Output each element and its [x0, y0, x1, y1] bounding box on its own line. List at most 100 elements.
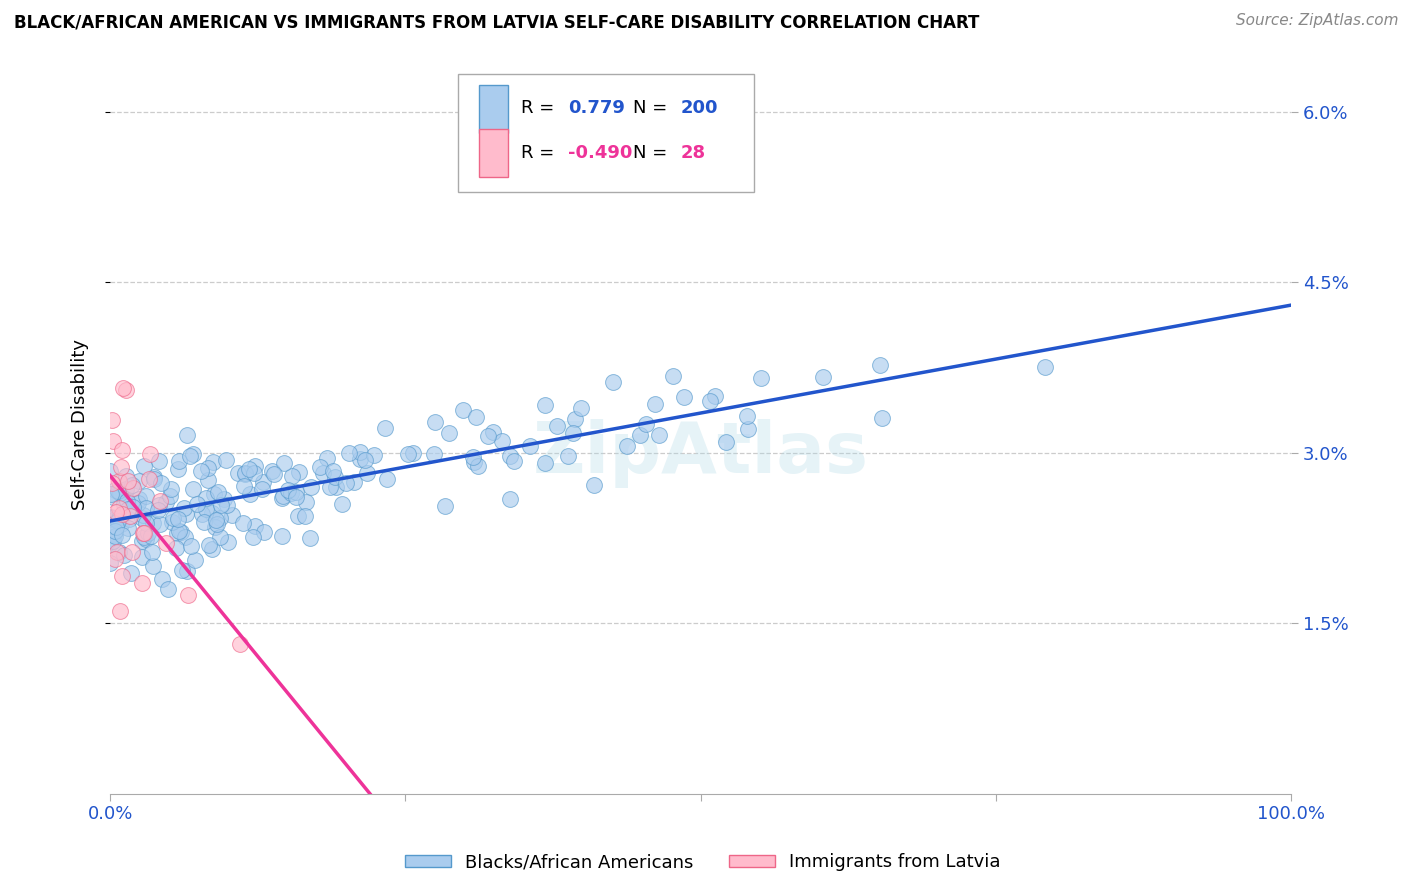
Point	[201, 541, 224, 556]
Point	[288, 465, 311, 479]
Point	[402, 446, 425, 460]
Point	[463, 455, 485, 469]
Point	[271, 491, 294, 505]
Text: N =: N =	[633, 144, 668, 161]
Point	[103, 527, 125, 541]
Point	[186, 497, 208, 511]
Point	[502, 453, 524, 467]
Point	[616, 439, 638, 453]
Point	[499, 449, 522, 463]
Point	[112, 497, 135, 511]
Point	[173, 500, 195, 515]
Point	[299, 480, 322, 494]
Point	[215, 498, 238, 512]
Point	[120, 566, 142, 581]
Point	[166, 526, 188, 541]
Point	[242, 530, 264, 544]
Point	[167, 462, 190, 476]
Point	[217, 534, 239, 549]
Point	[212, 492, 235, 507]
Text: N =: N =	[633, 99, 668, 118]
Point	[714, 435, 737, 450]
Point	[110, 516, 132, 531]
Text: R =: R =	[522, 99, 554, 118]
Point	[238, 462, 260, 476]
Point	[98, 556, 121, 570]
Point	[104, 552, 127, 566]
Point	[811, 369, 834, 384]
Point	[245, 459, 267, 474]
Point	[569, 401, 592, 415]
Point	[193, 516, 215, 530]
Point	[104, 505, 127, 519]
Point	[174, 507, 197, 521]
Point	[131, 511, 153, 525]
Point	[131, 550, 153, 565]
Point	[295, 495, 318, 509]
Point	[330, 497, 353, 511]
Point	[121, 545, 143, 559]
Point	[1033, 360, 1056, 375]
Point	[207, 485, 229, 500]
Point	[104, 524, 127, 538]
Point	[142, 470, 165, 484]
Point	[363, 448, 385, 462]
Point	[201, 506, 224, 520]
Point	[673, 390, 696, 404]
Point	[205, 513, 228, 527]
FancyBboxPatch shape	[458, 74, 754, 192]
Point	[242, 466, 264, 480]
Point	[253, 524, 276, 539]
Point	[190, 464, 212, 478]
Point	[519, 439, 541, 453]
Point	[112, 548, 135, 562]
Point	[315, 451, 337, 466]
Point	[201, 455, 224, 469]
Point	[155, 495, 177, 509]
Legend: Blacks/African Americans, Immigrants from Latvia: Blacks/African Americans, Immigrants fro…	[398, 847, 1008, 879]
Point	[167, 454, 190, 468]
Point	[134, 530, 156, 544]
Point	[132, 526, 155, 541]
Point	[150, 572, 173, 586]
Point	[135, 489, 157, 503]
Point	[98, 464, 121, 478]
Point	[252, 482, 274, 496]
Point	[477, 429, 499, 443]
Point	[115, 468, 138, 483]
Point	[869, 359, 891, 373]
Text: R =: R =	[522, 144, 554, 161]
Text: 0.779: 0.779	[568, 99, 626, 118]
Point	[162, 511, 184, 525]
Point	[491, 434, 513, 449]
Point	[228, 637, 250, 651]
Point	[139, 447, 162, 461]
Point	[453, 403, 475, 417]
Point	[582, 478, 605, 492]
Point	[221, 508, 243, 523]
Point	[195, 491, 218, 505]
Point	[108, 605, 131, 619]
Point	[337, 446, 360, 460]
Point	[127, 496, 149, 510]
Point	[564, 412, 586, 426]
Point	[177, 589, 200, 603]
Point	[107, 514, 129, 528]
Text: -0.490: -0.490	[568, 144, 633, 161]
Point	[148, 499, 170, 513]
Point	[749, 371, 772, 385]
Point	[108, 485, 131, 500]
Point	[101, 490, 124, 504]
Point	[104, 512, 127, 526]
Point	[197, 473, 219, 487]
Point	[533, 398, 555, 412]
Point	[149, 516, 172, 531]
Point	[648, 427, 671, 442]
Point	[198, 538, 221, 552]
Point	[141, 544, 163, 558]
Point	[205, 517, 228, 532]
Point	[533, 456, 555, 470]
Point	[180, 539, 202, 553]
FancyBboxPatch shape	[478, 85, 508, 133]
Text: ZipAtlas: ZipAtlas	[533, 419, 869, 489]
